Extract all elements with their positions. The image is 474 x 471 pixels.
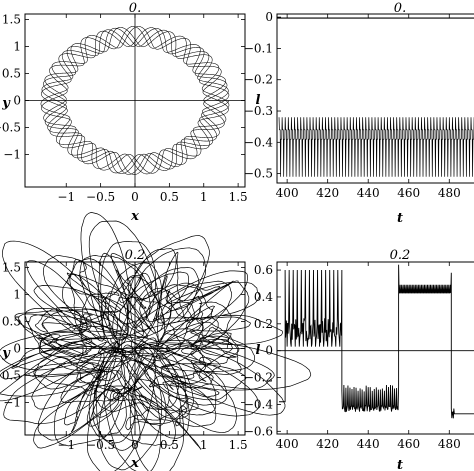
panel-2-ytick-label: 0.5 <box>2 314 21 328</box>
panel-1-ylabel: l <box>256 93 261 108</box>
panel-2-ytick-label: 1 <box>13 287 21 301</box>
panel-0-xlabel: x <box>130 209 139 224</box>
panel-3-title: 0.2 <box>390 248 411 263</box>
panel-xy-0: 0. x y −1 −0.5 0 0.5 1 1.5 −1 −0.5 0 0.5 1 1.5 <box>0 1 248 224</box>
panel-1-ytick-label: −0.1 <box>244 41 273 55</box>
panel-0-ytick-label: −1 <box>3 148 21 162</box>
panel-time-0: 0. t l 4004204404604805000−0.1−0.2−0.3−0… <box>244 1 474 226</box>
panel-2-ytick-label: 1.5 <box>2 260 21 274</box>
panel-3-xtick-label: 400 <box>276 437 299 451</box>
panel-1-xtick-label: 460 <box>397 186 420 200</box>
panel-0-orbit-line <box>40 26 230 175</box>
panel-1-xtick-label: 480 <box>438 186 461 200</box>
panel-3-xtick-label: 420 <box>316 437 339 451</box>
panel-3-ytick-label: −0.4 <box>244 397 274 411</box>
panel-0-xtick-label: 1 <box>200 190 208 204</box>
panel-3-ytick-label: 0 <box>265 344 273 358</box>
panel-1-frame <box>276 13 474 184</box>
panel-2-title: 0.2 <box>125 248 146 263</box>
panel-3-xtick-label: 480 <box>438 437 461 451</box>
panel-1-ytick-label: −0.2 <box>244 73 273 87</box>
panel-0-ytick-label: 1 <box>13 39 21 53</box>
panel-3-ytick-label: −0.6 <box>244 424 273 438</box>
panel-2-ytick-label: 0 <box>13 342 21 356</box>
panel-1-xtick-label: 400 <box>276 186 299 200</box>
panel-1-ytick-label: −0.4 <box>244 135 274 149</box>
panel-3-ytick-label: −0.2 <box>244 371 273 385</box>
panel-1-ytick-label: −0.5 <box>244 167 273 181</box>
panel-2-ylabel: y <box>1 346 11 361</box>
panel-3-ytick-label: 0.6 <box>254 263 273 277</box>
panel-0-xtick-label: 1.5 <box>229 190 248 204</box>
panel-1-title: 0. <box>394 1 406 16</box>
panel-1-xlabel: t <box>397 211 403 226</box>
panel-3-frame <box>276 261 474 435</box>
panel-2-xtick-label: 1 <box>200 438 208 452</box>
panel-2-xtick-label: 1.5 <box>229 438 248 452</box>
panel-1-xtick-label: 440 <box>357 186 380 200</box>
panel-0-xtick-label: −1 <box>57 190 75 204</box>
panel-2-xtick-label: −1 <box>57 438 75 452</box>
panel-2-orbit-line <box>0 211 312 471</box>
panel-2-ytick-label: −0.5 <box>0 369 21 383</box>
panel-0-ytick-label: 0 <box>13 94 21 108</box>
panel-0-xtick-label: −0.5 <box>86 190 115 204</box>
panel-0-xtick-label: 0.5 <box>160 190 179 204</box>
panel-1-series-oscillation <box>278 117 474 177</box>
panel-2-xtick-label: 0 <box>131 438 139 452</box>
panel-0-ylabel: y <box>1 96 11 111</box>
panel-0-ytick-label: 0.5 <box>2 66 21 80</box>
panel-1-xtick-label: 420 <box>316 186 339 200</box>
panel-3-xlabel: t <box>397 458 403 471</box>
panel-0-ytick-label: −0.5 <box>0 121 21 135</box>
panel-1-ytick-label: 0 <box>265 10 273 24</box>
panel-0-ytick-label: 1.5 <box>2 12 21 26</box>
panel-time-02: 0.2 t l 4004204404604805000.60.40.20−0.2… <box>244 248 474 471</box>
panel-3-ytick-label: 0.4 <box>254 290 273 304</box>
panel-xy-02: 0.2 x y −1−0.500.511.5−1−0.500.511.5 <box>0 211 312 471</box>
panel-3-ytick-label: 0.2 <box>254 317 273 331</box>
panel-3-xtick-label: 440 <box>357 437 380 451</box>
panel-0-xtick-label: 0 <box>131 190 139 204</box>
panel-1-ytick-label: −0.3 <box>244 104 273 118</box>
panel-0-title: 0. <box>129 1 141 16</box>
panel-3-series-switching <box>279 264 474 419</box>
panel-2-ytick-label: −1 <box>3 396 21 410</box>
panel-3-ylabel: l <box>256 343 261 358</box>
panel-3-xtick-label: 460 <box>397 437 420 451</box>
